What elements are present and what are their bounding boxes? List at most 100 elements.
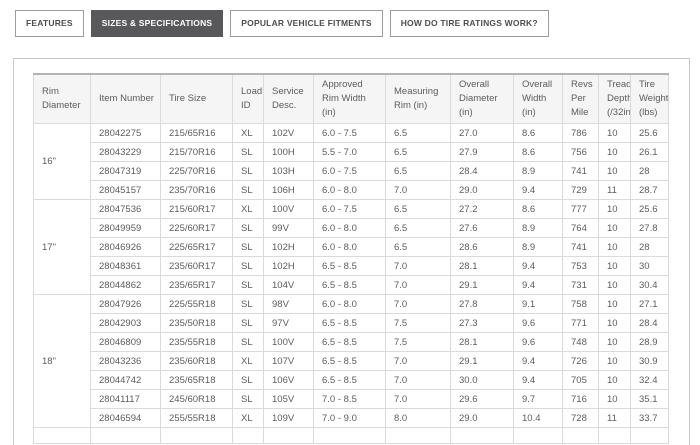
cell-tire-weight: 30 <box>630 256 669 277</box>
cell-overall-diameter: 28.1 <box>450 256 514 277</box>
cell-tread-depth: 11 <box>598 180 631 201</box>
cell-tire-size: 215/70R16 <box>160 142 233 163</box>
cell-service-desc: 102H <box>263 237 314 258</box>
tab-bar: FEATURES SIZES & SPECIFICATIONS POPULAR … <box>0 0 700 37</box>
cell-service-desc: 98V <box>263 294 314 315</box>
cell-item-number: 28042903 <box>90 313 161 334</box>
cell-measuring-rim: 7.0 <box>385 389 451 410</box>
tab-how-do-tire-ratings-work[interactable]: HOW DO TIRE RATINGS WORK? <box>389 10 549 37</box>
cell-overall-diameter: 28.1 <box>450 332 514 353</box>
cell-load-id: SL <box>232 370 264 391</box>
column-header-load-id: Load ID <box>232 72 264 125</box>
cell-load-id: XL <box>232 199 264 220</box>
cell-item-number: 28041117 <box>90 389 161 410</box>
cell-overall-diameter: 28.6 <box>450 237 514 258</box>
cell-overall-width: 8.9 <box>513 161 563 182</box>
cell-load-id: XL <box>232 123 264 144</box>
tire-specs-table: Rim Diameter Item Number Tire Size Load ID S… <box>33 72 669 445</box>
cell-load-id: SL <box>232 313 264 334</box>
cell-overall-diameter: 27.6 <box>450 218 514 239</box>
clipped-cell <box>90 427 161 445</box>
cell-approved-rim-width: 5.5 - 7.0 <box>313 142 386 163</box>
cell-overall-width: 9.7 <box>513 389 563 410</box>
cell-tire-weight: 28.4 <box>630 313 669 334</box>
cell-measuring-rim: 7.0 <box>385 180 451 201</box>
cell-approved-rim-width: 6.0 - 8.0 <box>313 218 386 239</box>
cell-tread-depth: 10 <box>598 389 631 410</box>
clipped-cell <box>160 427 233 445</box>
cell-tire-size: 215/60R17 <box>160 199 233 220</box>
cell-approved-rim-width: 6.0 - 8.0 <box>313 180 386 201</box>
column-header-overall-width: Overall Width (in) <box>513 72 563 125</box>
cell-revs-per-mile: 729 <box>562 180 599 201</box>
cell-tread-depth: 10 <box>598 351 631 372</box>
clipped-next-row <box>33 427 669 445</box>
cell-load-id: XL <box>232 408 264 429</box>
cell-tire-size: 225/60R17 <box>160 218 233 239</box>
column-header-item-number: Item Number <box>90 72 161 125</box>
cell-overall-diameter: 27.0 <box>450 123 514 144</box>
column-header-approved-rim-width: Approved Rim Width (in) <box>313 72 386 125</box>
cell-measuring-rim: 7.0 <box>385 256 451 277</box>
cell-approved-rim-width: 6.5 - 8.5 <box>313 275 386 296</box>
cell-tread-depth: 10 <box>598 218 631 239</box>
table-header-row: Rim Diameter Item Number Tire Size Load ID S… <box>33 72 669 125</box>
cell-service-desc: 100V <box>263 199 314 220</box>
cell-load-id: SL <box>232 275 264 296</box>
cell-revs-per-mile: 756 <box>562 142 599 163</box>
cell-measuring-rim: 6.5 <box>385 237 451 258</box>
cell-service-desc: 97V <box>263 313 314 334</box>
cell-tire-weight: 35.1 <box>630 389 669 410</box>
clipped-cell <box>598 427 631 445</box>
tab-features[interactable]: FEATURES <box>15 10 84 37</box>
cell-approved-rim-width: 7.0 - 9.0 <box>313 408 386 429</box>
cell-measuring-rim: 6.5 <box>385 123 451 144</box>
cell-tire-weight: 33.7 <box>630 408 669 429</box>
cell-approved-rim-width: 7.0 - 8.5 <box>313 389 386 410</box>
cell-revs-per-mile: 777 <box>562 199 599 220</box>
cell-load-id: XL <box>232 351 264 372</box>
cell-tire-size: 245/60R18 <box>160 389 233 410</box>
tab-popular-vehicle-fitments[interactable]: POPULAR VEHICLE FITMENTS <box>230 10 383 37</box>
cell-tire-size: 225/65R17 <box>160 237 233 258</box>
column-header-tread-depth: Tread Depth (/32in) <box>598 72 631 125</box>
cell-tire-weight: 27.1 <box>630 294 669 315</box>
tab-sizes-specifications[interactable]: SIZES & SPECIFICATIONS <box>90 10 224 37</box>
cell-overall-width: 9.4 <box>513 256 563 277</box>
cell-service-desc: 107V <box>263 351 314 372</box>
cell-revs-per-mile: 728 <box>562 408 599 429</box>
table-row: 16" 28042275 215/65R16 XL 102V 6.0 - 7.5 6.5 27… <box>33 123 669 201</box>
cell-overall-width: 8.6 <box>513 142 563 163</box>
column-header-overall-diameter: Overall Diameter (in) <box>450 72 514 125</box>
cell-measuring-rim: 7.0 <box>385 351 451 372</box>
clipped-cell <box>313 427 386 445</box>
cell-service-desc: 105V <box>263 389 314 410</box>
cell-tire-size: 235/55R18 <box>160 332 233 353</box>
cell-load-id: SL <box>232 237 264 258</box>
table-row: 28049959 225/60R17 SL 99V 6.0 - 8.0 6.5 27.6 8.… <box>34 218 669 239</box>
cell-overall-width: 9.6 <box>513 313 563 334</box>
cell-load-id: SL <box>232 294 264 315</box>
cell-service-desc: 104V <box>263 275 314 296</box>
cell-overall-width: 9.4 <box>513 180 563 201</box>
table-row: 28046926 225/65R17 SL 102H 6.0 - 8.0 6.5 28.6 8… <box>34 237 669 258</box>
cell-overall-width: 10.4 <box>513 408 563 429</box>
cell-tread-depth: 10 <box>598 142 631 163</box>
cell-approved-rim-width: 6.0 - 7.5 <box>313 199 386 220</box>
cell-tire-size: 235/60R17 <box>160 256 233 277</box>
cell-tire-weight: 30.4 <box>630 275 669 296</box>
cell-load-id: SL <box>232 180 264 201</box>
cell-revs-per-mile: 753 <box>562 256 599 277</box>
cell-tire-size: 255/55R18 <box>160 408 233 429</box>
cell-overall-width: 8.9 <box>513 237 563 258</box>
cell-service-desc: 102H <box>263 256 314 277</box>
cell-item-number: 28046594 <box>90 408 161 429</box>
cell-measuring-rim: 7.0 <box>385 370 451 391</box>
cell-item-number: 28048361 <box>90 256 161 277</box>
cell-overall-diameter: 27.2 <box>450 199 514 220</box>
cell-load-id: SL <box>232 161 264 182</box>
cell-tire-size: 225/70R16 <box>160 161 233 182</box>
cell-tire-size: 235/70R16 <box>160 180 233 201</box>
cell-overall-diameter: 27.8 <box>450 294 514 315</box>
table-row: 28044862 235/65R17 SL 104V 6.5 - 8.5 7.0 29.1 9… <box>34 275 669 296</box>
